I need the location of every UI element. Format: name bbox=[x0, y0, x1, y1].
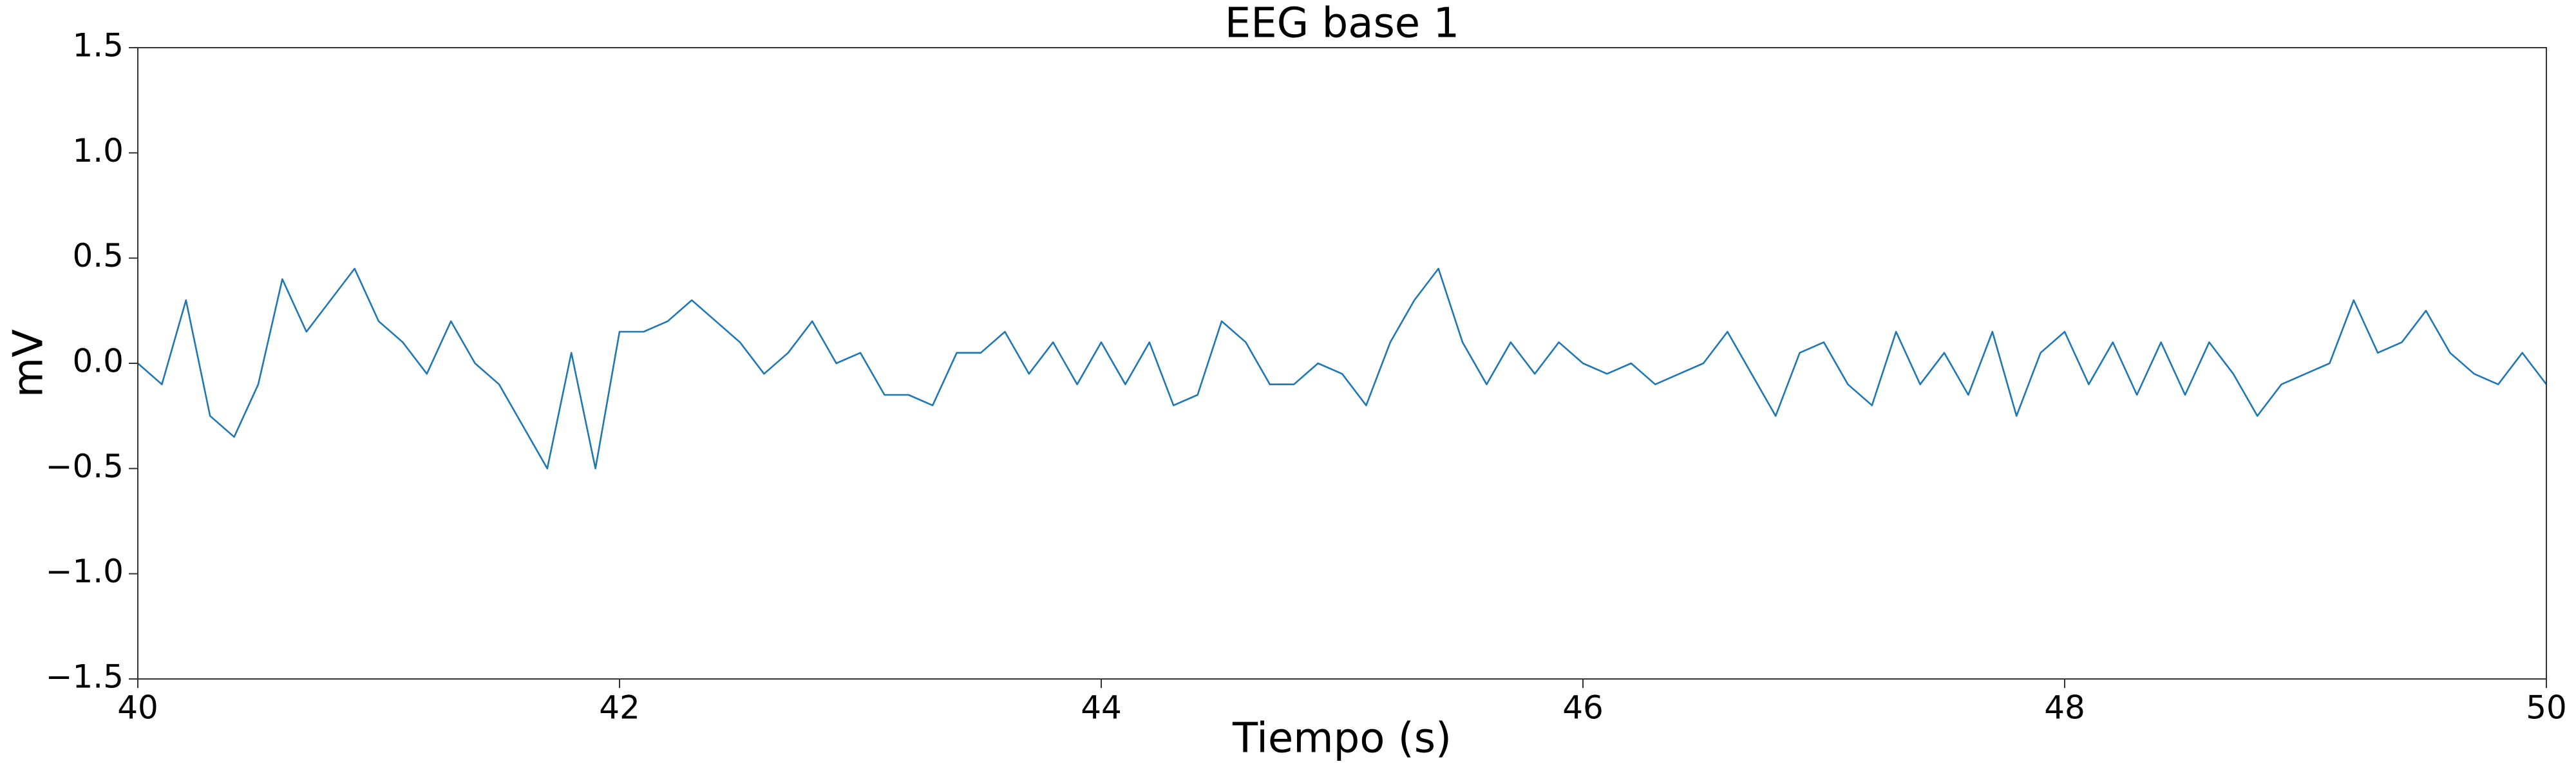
plot-frame bbox=[137, 47, 2547, 680]
y-tick-label: 0.0 bbox=[72, 343, 124, 380]
y-tick-label: −0.5 bbox=[46, 448, 124, 485]
x-tick-label: 50 bbox=[2526, 689, 2567, 727]
y-tick-label: 0.5 bbox=[72, 237, 124, 274]
x-tick-label: 48 bbox=[2044, 689, 2085, 727]
x-tick-label: 42 bbox=[599, 689, 640, 727]
x-tick-label: 40 bbox=[117, 689, 158, 727]
y-tick-label: −1.5 bbox=[46, 658, 124, 696]
x-tick-label: 46 bbox=[1562, 689, 1604, 727]
y-axis-label: mV bbox=[5, 329, 53, 397]
chart-title: EEG base 1 bbox=[1225, 0, 1459, 48]
y-tick-label: −1.0 bbox=[46, 553, 124, 590]
y-tick-label: 1.5 bbox=[72, 27, 124, 64]
data-line bbox=[137, 267, 2548, 470]
x-axis-label: Tiempo (s) bbox=[1232, 715, 1452, 763]
x-tick-label: 44 bbox=[1081, 689, 1122, 727]
y-tick-label: 1.0 bbox=[72, 132, 124, 169]
